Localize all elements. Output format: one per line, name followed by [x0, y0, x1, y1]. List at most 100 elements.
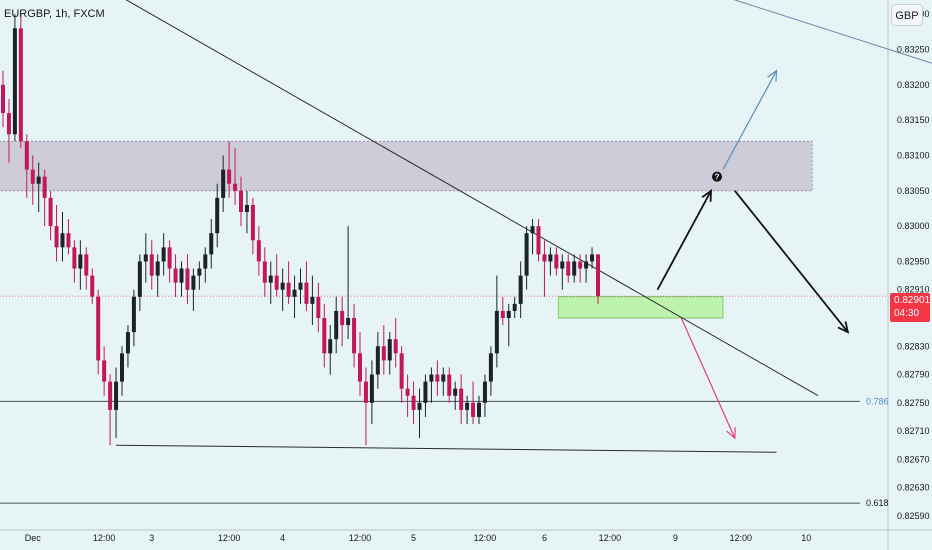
candle-body[interactable] [30, 169, 35, 184]
candle-body[interactable] [78, 254, 83, 269]
projection-arrow-black-2[interactable] [656, 190, 712, 291]
candle-body[interactable] [536, 226, 541, 255]
trendline-1[interactable] [3, 0, 819, 397]
candle-body[interactable] [179, 268, 184, 283]
candle-body[interactable] [530, 226, 535, 234]
candle-body[interactable] [334, 310, 339, 340]
candle-body[interactable] [131, 296, 136, 333]
candle-body[interactable] [512, 303, 517, 311]
candle-body[interactable] [387, 339, 392, 361]
candle-body[interactable] [161, 247, 166, 262]
candle-body[interactable] [482, 381, 487, 403]
candle-body[interactable] [167, 247, 172, 269]
candle-body[interactable] [36, 176, 41, 184]
candle-body[interactable] [60, 233, 65, 248]
candle-body[interactable] [560, 261, 565, 269]
candle-body[interactable] [12, 28, 17, 135]
candle-body[interactable] [42, 176, 47, 198]
candle-body[interactable] [203, 254, 208, 269]
candle-body[interactable] [108, 381, 113, 410]
candle-body[interactable] [239, 190, 243, 212]
candle-body[interactable] [286, 282, 291, 297]
projection-arrow-black-3[interactable] [734, 190, 849, 333]
candle-body[interactable] [72, 247, 77, 269]
candle-body[interactable] [310, 296, 315, 304]
candle-body[interactable] [500, 310, 505, 318]
candle-body[interactable] [66, 233, 71, 248]
candle-body[interactable] [405, 388, 410, 396]
candle-body[interactable] [18, 28, 23, 142]
candle-body[interactable] [340, 310, 345, 326]
candle-body[interactable] [429, 374, 434, 382]
candle-body[interactable] [488, 353, 493, 382]
candle-body[interactable] [191, 275, 196, 290]
candle-body[interactable] [554, 254, 559, 269]
resistance-zone[interactable] [0, 140, 813, 192]
candle-body[interactable] [96, 296, 101, 361]
candle-body[interactable] [411, 395, 416, 410]
candle-body[interactable] [393, 339, 398, 354]
candle-body[interactable] [459, 388, 464, 410]
candle-body[interactable] [197, 268, 202, 276]
candle-body[interactable] [399, 353, 404, 389]
candle-body[interactable] [375, 346, 380, 375]
candle-body[interactable] [441, 374, 446, 382]
candle-body[interactable] [358, 353, 362, 382]
candle-body[interactable] [572, 261, 577, 276]
candle-body[interactable] [280, 282, 285, 290]
candle-body[interactable] [185, 268, 190, 290]
candle-body[interactable] [590, 254, 595, 262]
candle-body[interactable] [173, 268, 178, 283]
candle-body[interactable] [435, 374, 440, 382]
candle-body[interactable] [24, 141, 29, 170]
support-zone[interactable] [557, 296, 724, 319]
candle-body[interactable] [506, 310, 511, 318]
candle-body[interactable] [215, 197, 220, 234]
candle-body[interactable] [292, 289, 297, 297]
candle-body[interactable] [114, 381, 119, 410]
candle-body[interactable] [465, 402, 470, 410]
candle-body[interactable] [221, 169, 226, 198]
candle-body[interactable] [209, 233, 214, 255]
candle-body[interactable] [256, 240, 261, 262]
candle-body[interactable] [244, 204, 249, 212]
candle-body[interactable] [518, 275, 523, 304]
candle-body[interactable] [477, 402, 481, 417]
candle-body[interactable] [102, 360, 107, 382]
candle-body[interactable] [90, 275, 95, 297]
candle-body[interactable] [262, 261, 267, 283]
candle-body[interactable] [423, 381, 428, 403]
candle-body[interactable] [566, 261, 571, 276]
candle-body[interactable] [250, 204, 255, 241]
candle-body[interactable] [54, 226, 59, 248]
trendline-3[interactable] [449, 0, 932, 71]
candle-body[interactable] [6, 113, 11, 135]
candle-body[interactable] [298, 282, 303, 290]
candle-body[interactable] [48, 197, 53, 227]
candle-body[interactable] [274, 275, 279, 290]
candle-body[interactable] [381, 346, 386, 361]
candle-body[interactable] [125, 332, 130, 354]
candle-body[interactable] [578, 261, 583, 269]
candle-body[interactable] [524, 233, 529, 276]
currency-button[interactable]: GBP [891, 4, 923, 26]
candle-body[interactable] [447, 374, 452, 396]
candle-body[interactable] [352, 318, 357, 354]
symbol-label[interactable]: EURGBP, 1h, FXCM [4, 8, 105, 20]
candle-body[interactable] [369, 374, 374, 403]
candle-body[interactable] [328, 339, 333, 354]
candle-body[interactable] [584, 261, 589, 269]
candle-body[interactable] [143, 254, 148, 262]
candle-body[interactable] [268, 275, 273, 283]
candle-body[interactable] [304, 282, 309, 304]
candle-body[interactable] [596, 254, 600, 297]
candle-body[interactable] [363, 381, 368, 403]
candle-body[interactable] [227, 169, 232, 184]
candle-body[interactable] [548, 254, 553, 262]
candle-body[interactable] [120, 353, 124, 382]
candle-body[interactable] [155, 261, 160, 276]
candle-body[interactable] [1, 84, 5, 114]
candle-body[interactable] [233, 183, 238, 191]
